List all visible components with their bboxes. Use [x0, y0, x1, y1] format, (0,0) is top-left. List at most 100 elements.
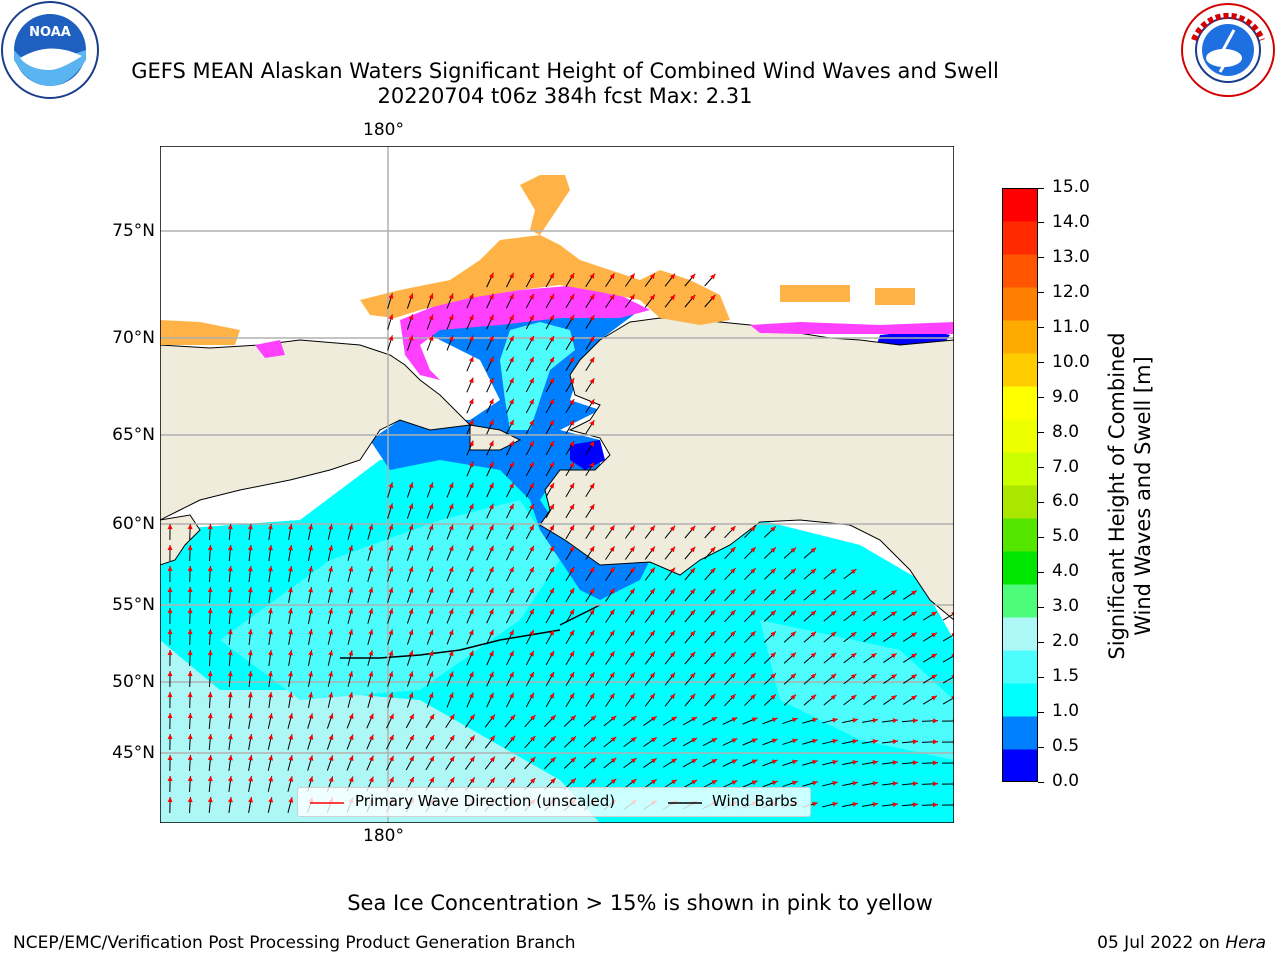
wave-direction-arrow: [911, 695, 917, 701]
wave-direction-arrow: [629, 672, 635, 679]
wave-direction-arrow: [931, 632, 937, 638]
wave-direction-arrow: [348, 692, 354, 698]
wave-direction-arrow: [488, 671, 494, 678]
wave-direction-arrow: [671, 737, 677, 743]
wave-direction-arrow: [368, 587, 374, 593]
wave-direction-arrow: [488, 440, 494, 447]
wave-direction-arrow: [730, 589, 736, 595]
wave-direction-arrow: [468, 587, 474, 594]
wave-direction-arrow: [408, 692, 414, 698]
wave-direction-arrow: [872, 802, 878, 807]
wave-direction-arrow: [569, 315, 575, 321]
wave-direction-arrow: [730, 652, 736, 658]
wave-direction-arrow: [529, 272, 534, 279]
wave-direction-arrow: [428, 608, 434, 615]
wave-direction-arrow: [549, 672, 554, 678]
wave-direction-arrow: [509, 440, 514, 447]
wave-direction-arrow: [468, 503, 474, 510]
footer-credit: NCEP/EMC/Verification Post Processing Pr…: [13, 933, 576, 953]
wave-direction-arrow: [651, 758, 657, 764]
wave-direction-arrow: [570, 778, 576, 784]
colorbar-swatch: [1002, 320, 1038, 354]
wave-direction-arrow: [850, 569, 857, 575]
wave-direction-arrow: [408, 314, 414, 320]
wave-direction-arrow: [550, 778, 556, 784]
sea-ice-orange-north: [520, 175, 570, 235]
wave-direction-arrow: [428, 503, 434, 510]
wave-direction-arrow: [609, 588, 615, 594]
colorbar-tick-mark: [1038, 746, 1044, 748]
wave-direction-arrow: [569, 273, 575, 279]
colorbar-tick-mark: [1038, 327, 1044, 329]
wave-direction-arrow: [448, 524, 454, 531]
wave-direction-arrow: [792, 780, 798, 786]
wave-direction-arrow: [469, 714, 475, 720]
wave-direction-arrow: [710, 694, 716, 700]
colorbar-swatch: [1002, 716, 1038, 750]
wave-direction-arrow: [449, 714, 455, 720]
wave-direction-arrow: [629, 546, 635, 553]
wave-direction-arrow: [690, 546, 696, 553]
wave-direction-arrow: [368, 524, 374, 530]
wave-direction-arrow: [469, 735, 475, 741]
colorbar-tick-mark: [1038, 187, 1044, 189]
wave-direction-arrow: [509, 524, 514, 531]
colorbar-tick-mark: [1038, 362, 1044, 364]
wave-direction-arrow: [810, 652, 817, 658]
wave-direction-arrow: [550, 715, 556, 721]
wave-direction-arrow: [348, 755, 354, 762]
wave-direction-arrow: [669, 672, 675, 679]
wave-direction-arrow: [187, 545, 193, 551]
sea-ice-beaufort-north: [780, 285, 915, 305]
wave-direction-arrow: [590, 736, 597, 742]
wave-direction-arrow: [348, 566, 354, 572]
wave-direction-arrow: [610, 757, 617, 764]
wave-direction-arrow: [549, 357, 554, 363]
wave-direction-arrow: [609, 651, 615, 657]
wave-direction-arrow: [227, 629, 233, 635]
wave-direction-arrow: [609, 273, 615, 279]
wave-direction-arrow: [609, 525, 615, 531]
colorbar-tick-label: 1.0: [1052, 701, 1080, 722]
wave-direction-arrow: [852, 759, 858, 765]
wave-direction-arrow: [549, 315, 554, 321]
wave-direction-arrow: [711, 759, 718, 764]
wave-direction-arrow: [408, 503, 414, 509]
wave-direction-arrow: [308, 524, 314, 530]
wave-direction-arrow: [870, 590, 877, 596]
wave-direction-arrow: [630, 758, 637, 764]
noaa-logo-text: NOAA: [29, 25, 71, 40]
wave-direction-arrow: [690, 693, 696, 700]
wave-direction-arrow: [468, 608, 474, 615]
wave-direction-arrow: [730, 526, 736, 532]
wave-direction-arrow: [529, 692, 534, 699]
wave-direction-arrow: [468, 650, 474, 657]
wave-direction-arrow: [408, 335, 414, 341]
wave-direction-arrow: [931, 695, 937, 701]
wave-direction-arrow: [529, 671, 534, 678]
deep-blue-patch-norton: [570, 440, 605, 470]
wave-direction-arrow: [488, 587, 494, 594]
wave-direction-arrow: [509, 692, 514, 699]
wave-direction-arrow: [771, 759, 778, 765]
wave-direction-arrow: [770, 526, 776, 532]
wave-direction-arrow: [488, 503, 494, 510]
wave-direction-arrow: [891, 674, 897, 680]
wave-direction-arrow: [629, 651, 635, 658]
wave-direction-arrow: [549, 609, 554, 615]
wave-direction-arrow: [167, 692, 173, 698]
wave-direction-arrow: [348, 629, 354, 635]
wave-direction-arrow: [248, 797, 253, 803]
wave-direction-arrow: [207, 671, 213, 677]
wave-direction-arrow: [569, 378, 575, 384]
wave-direction-arrow: [468, 419, 474, 426]
wave-direction-arrow: [328, 692, 334, 698]
wave-direction-arrow: [227, 566, 233, 572]
sea-ice-beaufort: [750, 322, 954, 334]
wave-direction-arrow: [690, 567, 696, 574]
wave-direction-arrow: [589, 630, 595, 636]
wave-direction-arrow: [832, 780, 838, 786]
wave-direction-arrow: [590, 778, 597, 784]
wave-direction-arrow: [167, 524, 173, 530]
wave-direction-arrow: [509, 398, 514, 405]
